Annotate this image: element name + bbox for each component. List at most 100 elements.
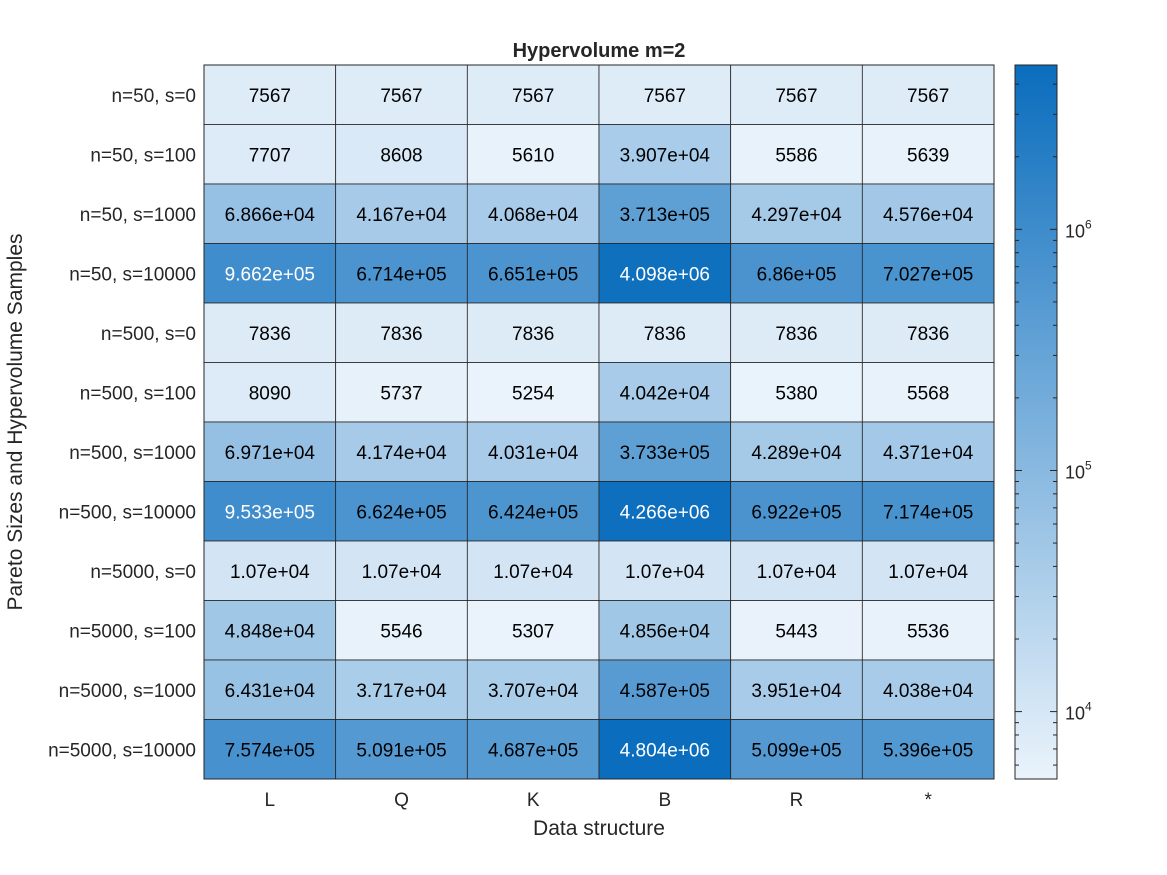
cell-value-label: 4.848e+04 <box>225 621 316 642</box>
cell-value-label: 7567 <box>380 86 422 107</box>
heatmap-cell <box>335 421 468 482</box>
heatmap-cell <box>203 600 337 661</box>
heatmap-cell <box>203 421 337 482</box>
heatmap-cell <box>598 243 732 304</box>
heatmap-cell <box>203 362 337 423</box>
cell-value-label: 4.031e+04 <box>488 443 579 464</box>
heatmap-cell <box>861 481 995 542</box>
heatmap-cell <box>861 719 995 780</box>
heatmap-cell <box>598 124 732 185</box>
cell-value-label: 5.099e+05 <box>751 740 841 761</box>
heatmap-cell <box>335 243 468 304</box>
cell-value-label: 7567 <box>644 86 686 107</box>
heatmap-cell <box>466 600 600 661</box>
cell-value-label: 7836 <box>249 324 291 345</box>
cell-value-label: 4.174e+04 <box>356 443 447 464</box>
cell-value-label: 6.866e+04 <box>225 205 316 226</box>
cell-value-label: 7567 <box>512 86 554 107</box>
cell-value-label: 6.424e+05 <box>488 502 578 523</box>
heatmap-cell <box>598 421 732 482</box>
heatmap-cell <box>730 243 863 304</box>
cell-value-label: 6.86e+05 <box>757 264 837 285</box>
colorbar-tick-label: 106 <box>1065 217 1092 241</box>
cell-value-label: 4.098e+06 <box>620 264 710 285</box>
heatmap-cell <box>730 540 863 601</box>
cell-value-label: 5586 <box>775 145 817 166</box>
y-tick-label: n=500, s=0 <box>101 324 196 345</box>
heatmap-cell <box>730 302 863 363</box>
heatmap-cell <box>466 183 600 244</box>
heatmap-cell <box>861 183 995 244</box>
cell-value-label: 1.07e+04 <box>230 562 310 583</box>
cell-value-label: 3.713e+05 <box>620 205 710 226</box>
heatmap-cell <box>335 183 468 244</box>
heatmap-cell <box>730 64 863 125</box>
heatmap-cell <box>861 124 995 185</box>
y-tick-label: n=50, s=100 <box>90 145 196 166</box>
cell-value-label: 6.922e+05 <box>751 502 841 523</box>
y-axis-label: Pareto Sizes and Hypervolume Samples <box>4 233 27 610</box>
y-tick-label: n=50, s=0 <box>111 86 196 107</box>
heatmap-cell <box>598 659 732 720</box>
cell-value-label: 4.297e+04 <box>751 205 842 226</box>
cell-value-label: 4.167e+04 <box>356 205 447 226</box>
cell-value-label: 8090 <box>249 383 291 404</box>
cell-value-label: 4.687e+05 <box>488 740 578 761</box>
cell-value-label: 5307 <box>512 621 554 642</box>
cell-value-label: 8608 <box>380 145 422 166</box>
cell-value-label: 5536 <box>907 621 949 642</box>
cell-value-label: 5737 <box>380 383 422 404</box>
cell-value-label: 4.068e+04 <box>488 205 579 226</box>
cell-value-label: 4.042e+04 <box>620 383 711 404</box>
y-tick-label: n=500, s=1000 <box>69 443 196 464</box>
x-tick-label: L <box>265 790 276 811</box>
y-tick-label: n=500, s=10000 <box>59 502 196 523</box>
cell-value-label: 1.07e+04 <box>888 562 968 583</box>
colorbar-tick-label: 105 <box>1065 458 1092 482</box>
cell-value-label: 1.07e+04 <box>493 562 573 583</box>
cell-value-label: 5443 <box>775 621 817 642</box>
cell-value-label: 9.533e+05 <box>225 502 315 523</box>
x-tick-label: B <box>658 790 671 811</box>
heatmap-cell <box>466 302 600 363</box>
cell-value-label: 1.07e+04 <box>625 562 705 583</box>
cell-value-label: 3.733e+05 <box>620 443 710 464</box>
cell-value-label: 5.091e+05 <box>356 740 446 761</box>
cell-value-label: 5568 <box>907 383 949 404</box>
heatmap-cell <box>861 659 995 720</box>
cell-value-label: 7.027e+05 <box>883 264 973 285</box>
cell-value-label: 4.038e+04 <box>883 681 974 702</box>
heatmap-cell <box>335 64 468 125</box>
heatmap-cell <box>861 540 995 601</box>
heatmap-cell <box>203 243 337 304</box>
cell-value-label: 7836 <box>775 324 817 345</box>
cell-value-label: 1.07e+04 <box>362 562 442 583</box>
heatmap-cell <box>466 719 600 780</box>
cell-value-label: 5639 <box>907 145 949 166</box>
heatmap-cell <box>335 659 468 720</box>
plot-border <box>203 64 995 780</box>
heatmap-cell <box>861 64 995 125</box>
heatmap-cell <box>730 362 863 423</box>
cell-value-label: 3.907e+04 <box>620 145 711 166</box>
heatmap-cell <box>466 421 600 482</box>
heatmap-cell <box>598 481 732 542</box>
cell-value-label: 5254 <box>512 383 555 404</box>
cell-value-label: 5546 <box>380 621 422 642</box>
colorbar-tick-label: 104 <box>1065 700 1092 724</box>
colorbar: 104 105 106 <box>1014 64 1092 780</box>
x-tick-label: * <box>924 790 932 811</box>
cell-value-label: 7836 <box>907 324 949 345</box>
y-tick-label: n=5000, s=1000 <box>59 681 196 702</box>
heatmap-cell <box>203 540 337 601</box>
cell-value-label: 7836 <box>644 324 686 345</box>
cell-value-label: 4.804e+06 <box>620 740 710 761</box>
cell-value-label: 3.717e+04 <box>356 681 447 702</box>
cell-value-label: 4.371e+04 <box>883 443 974 464</box>
heatmap-cell <box>203 302 337 363</box>
cell-value-label: 7567 <box>907 86 949 107</box>
heatmap-cell <box>861 421 995 482</box>
cell-value-label: 4.587e+05 <box>620 681 710 702</box>
y-tick-label: n=500, s=100 <box>80 383 196 404</box>
